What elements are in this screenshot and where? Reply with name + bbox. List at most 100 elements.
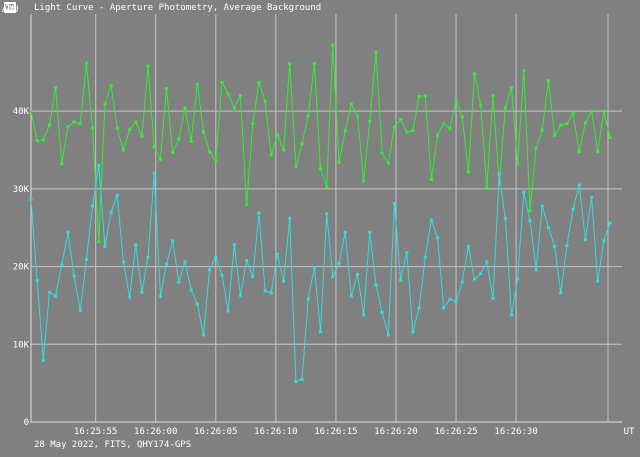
data-point bbox=[41, 138, 45, 142]
data-point bbox=[466, 170, 470, 174]
data-point bbox=[66, 125, 70, 129]
data-point bbox=[35, 139, 39, 143]
data-point bbox=[54, 294, 58, 298]
data-point bbox=[275, 133, 279, 136]
data-point bbox=[171, 239, 175, 243]
data-point bbox=[91, 204, 95, 208]
data-point bbox=[306, 297, 310, 301]
data-point bbox=[386, 333, 390, 337]
data-point bbox=[436, 236, 440, 240]
data-point bbox=[91, 126, 95, 130]
data-point bbox=[473, 72, 476, 76]
app-icon[interactable]: WD bbox=[4, 2, 16, 13]
data-point bbox=[325, 185, 329, 188]
data-point bbox=[374, 283, 378, 287]
data-point bbox=[60, 263, 64, 267]
data-point bbox=[522, 190, 526, 194]
data-point bbox=[516, 277, 520, 281]
data-point bbox=[97, 164, 101, 167]
data-point bbox=[546, 79, 550, 83]
data-point bbox=[165, 87, 168, 91]
data-point bbox=[220, 273, 224, 277]
x-tick-label: 16:25:55 bbox=[74, 427, 117, 437]
data-point bbox=[325, 212, 329, 216]
data-point bbox=[577, 183, 581, 187]
data-point bbox=[140, 134, 144, 138]
data-point bbox=[534, 146, 538, 150]
data-point bbox=[54, 86, 58, 90]
data-point bbox=[288, 216, 292, 220]
y-tick-label: 20K bbox=[13, 263, 30, 273]
axis-layer bbox=[30, 14, 622, 423]
data-point bbox=[460, 115, 464, 119]
data-point bbox=[183, 260, 187, 264]
data-point bbox=[565, 122, 569, 126]
data-point bbox=[479, 104, 483, 108]
footer-caption: 28 May 2022, FITS, QHY174-GPS bbox=[34, 440, 192, 450]
data-point bbox=[232, 243, 236, 247]
data-point bbox=[565, 244, 569, 248]
data-point bbox=[195, 302, 199, 306]
data-point bbox=[349, 102, 353, 106]
data-point bbox=[368, 230, 372, 234]
data-point bbox=[115, 126, 119, 130]
x-tick-label: 16:26:05 bbox=[194, 427, 237, 437]
data-point bbox=[343, 129, 347, 133]
x-tick-label: 16:26:30 bbox=[494, 427, 537, 437]
data-point bbox=[497, 172, 501, 176]
data-point bbox=[29, 109, 33, 113]
data-point bbox=[288, 62, 292, 66]
data-point bbox=[448, 297, 452, 301]
y-tick-label: 0 bbox=[24, 418, 29, 428]
data-point bbox=[78, 122, 82, 126]
data-point bbox=[454, 99, 458, 103]
data-point bbox=[503, 216, 507, 220]
data-point bbox=[417, 306, 421, 310]
data-point bbox=[596, 279, 600, 283]
data-point bbox=[48, 290, 51, 294]
data-point bbox=[368, 119, 372, 123]
data-point bbox=[220, 80, 224, 84]
data-point bbox=[405, 251, 409, 255]
y-tick-label: 30K bbox=[13, 185, 30, 195]
data-point bbox=[417, 94, 421, 98]
x-tick-label: 16:26:15 bbox=[314, 427, 357, 437]
data-point bbox=[448, 127, 452, 131]
data-point bbox=[312, 62, 316, 66]
data-point bbox=[528, 219, 532, 223]
data-point bbox=[275, 252, 279, 256]
data-point bbox=[115, 193, 119, 197]
data-point bbox=[66, 230, 70, 234]
data-point bbox=[473, 277, 476, 281]
data-point bbox=[312, 265, 316, 269]
data-point bbox=[60, 162, 64, 166]
data-point bbox=[214, 255, 218, 259]
data-point bbox=[282, 148, 286, 152]
data-point bbox=[214, 159, 218, 163]
data-point bbox=[608, 221, 612, 225]
data-point bbox=[553, 244, 557, 248]
data-point bbox=[442, 122, 446, 126]
data-point bbox=[374, 50, 378, 54]
data-point bbox=[208, 150, 212, 154]
y-tick-label: 40K bbox=[13, 107, 30, 117]
data-point bbox=[146, 255, 150, 259]
data-point bbox=[540, 128, 544, 132]
data-point bbox=[423, 94, 427, 98]
data-point bbox=[165, 262, 168, 266]
data-point bbox=[596, 150, 600, 154]
x-tick-label: 16:26:00 bbox=[134, 427, 177, 437]
data-point bbox=[103, 244, 107, 248]
data-point bbox=[491, 296, 495, 300]
data-point bbox=[522, 69, 526, 73]
data-point bbox=[362, 313, 366, 317]
data-point bbox=[146, 64, 150, 68]
data-point bbox=[245, 258, 249, 262]
data-point bbox=[226, 92, 230, 96]
data-point bbox=[48, 123, 51, 127]
data-point bbox=[510, 86, 513, 90]
data-point bbox=[238, 94, 242, 98]
data-point bbox=[392, 202, 396, 206]
data-point bbox=[202, 333, 205, 337]
